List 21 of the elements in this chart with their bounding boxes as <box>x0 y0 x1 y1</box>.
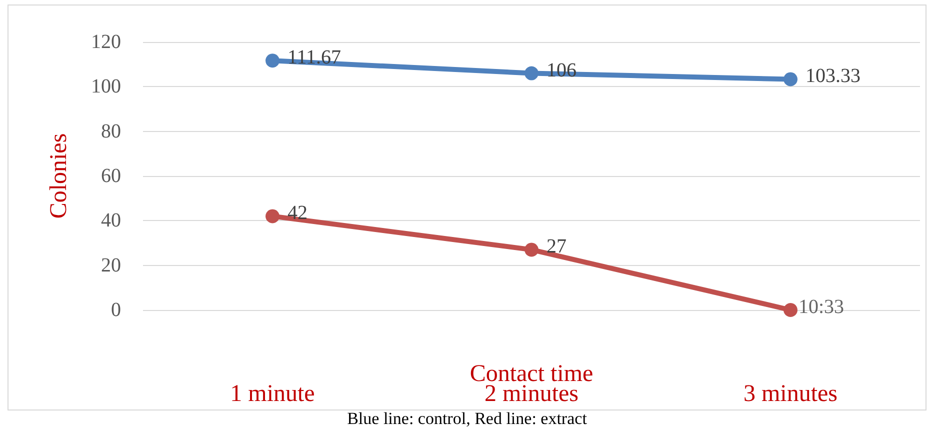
x-tick-label: 2 minutes <box>484 381 578 407</box>
y-tick-label: 120 <box>91 31 121 53</box>
y-axis-title: Colonies <box>46 133 72 219</box>
y-tick-label: 20 <box>101 254 121 276</box>
y-tick-label: 100 <box>91 76 121 98</box>
annotation: 10:33 <box>798 296 844 318</box>
point <box>524 242 538 257</box>
point <box>524 66 538 80</box>
text: Blue line: control, Red line: extract <box>347 409 588 428</box>
y-tick-label: 0 <box>111 299 121 321</box>
y-tick-label: 80 <box>101 120 121 142</box>
point <box>784 303 798 317</box>
point <box>266 54 280 68</box>
x-tick-label: 3 minutes <box>744 381 838 407</box>
data-label: 103.33 <box>806 65 860 88</box>
point <box>266 209 280 224</box>
x-tick-label: 1 minute <box>230 381 315 407</box>
point <box>784 72 798 86</box>
data-label: 27 <box>546 236 566 258</box>
y-tick-label: 40 <box>101 210 121 232</box>
y-tick-label: 60 <box>101 165 121 187</box>
